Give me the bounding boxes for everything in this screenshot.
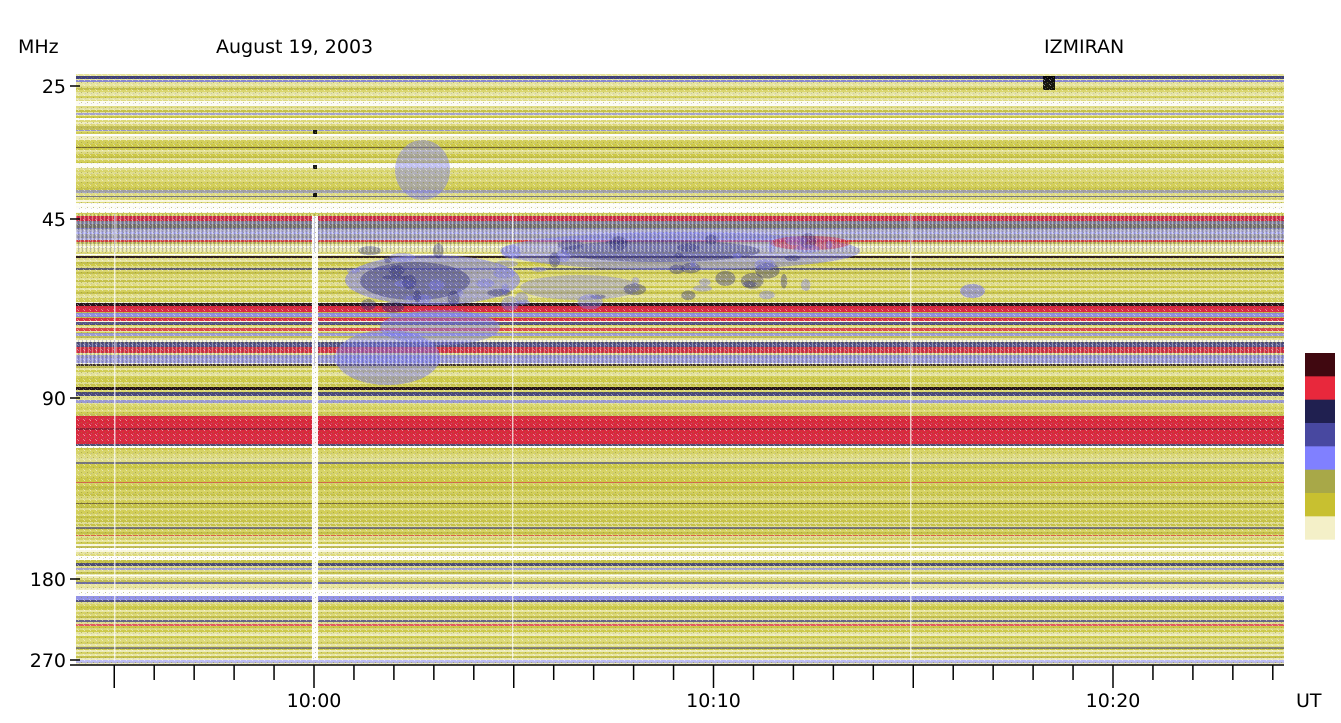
y-tick-label: 90 <box>42 388 66 410</box>
colorbar-segment <box>1305 423 1335 447</box>
colorbar <box>1305 353 1335 564</box>
x-axis-unit-label: UT <box>1296 690 1322 712</box>
y-tick-label: 25 <box>42 76 66 98</box>
x-axis-ticks: 10:00 10:10 10:20 <box>113 665 1274 712</box>
y-tick-180: 180 <box>30 569 80 591</box>
y-axis-unit-label: MHz <box>18 36 59 58</box>
chart-title: August 19, 2003 <box>216 36 373 58</box>
colorbar-segment <box>1305 399 1335 424</box>
y-tick-label: 270 <box>30 650 66 672</box>
colorbar-segment <box>1305 539 1335 564</box>
colorbar-segment <box>1305 516 1335 541</box>
x-tick-label: 10:10 <box>686 690 741 712</box>
y-tick-label: 180 <box>30 569 66 591</box>
x-tick-label: 10:20 <box>1086 690 1141 712</box>
y-tick-label: 45 <box>42 209 66 231</box>
colorbar-segment <box>1305 353 1335 377</box>
colorbar-segment <box>1305 446 1335 471</box>
y-tick-45: 45 <box>42 209 80 231</box>
y-tick-90: 90 <box>42 388 80 410</box>
colorbar-segment <box>1305 376 1335 401</box>
colorbar-segment <box>1305 469 1335 494</box>
colorbar-segment <box>1305 493 1335 517</box>
observatory-label: IZMIRAN <box>1044 36 1124 58</box>
y-axis-ticks: 25 45 90 180 270 <box>30 76 80 672</box>
y-tick-270: 270 <box>30 650 80 672</box>
y-tick-25: 25 <box>42 76 80 98</box>
spectrogram-noise <box>76 74 1284 665</box>
x-tick-label: 10:00 <box>287 690 342 712</box>
